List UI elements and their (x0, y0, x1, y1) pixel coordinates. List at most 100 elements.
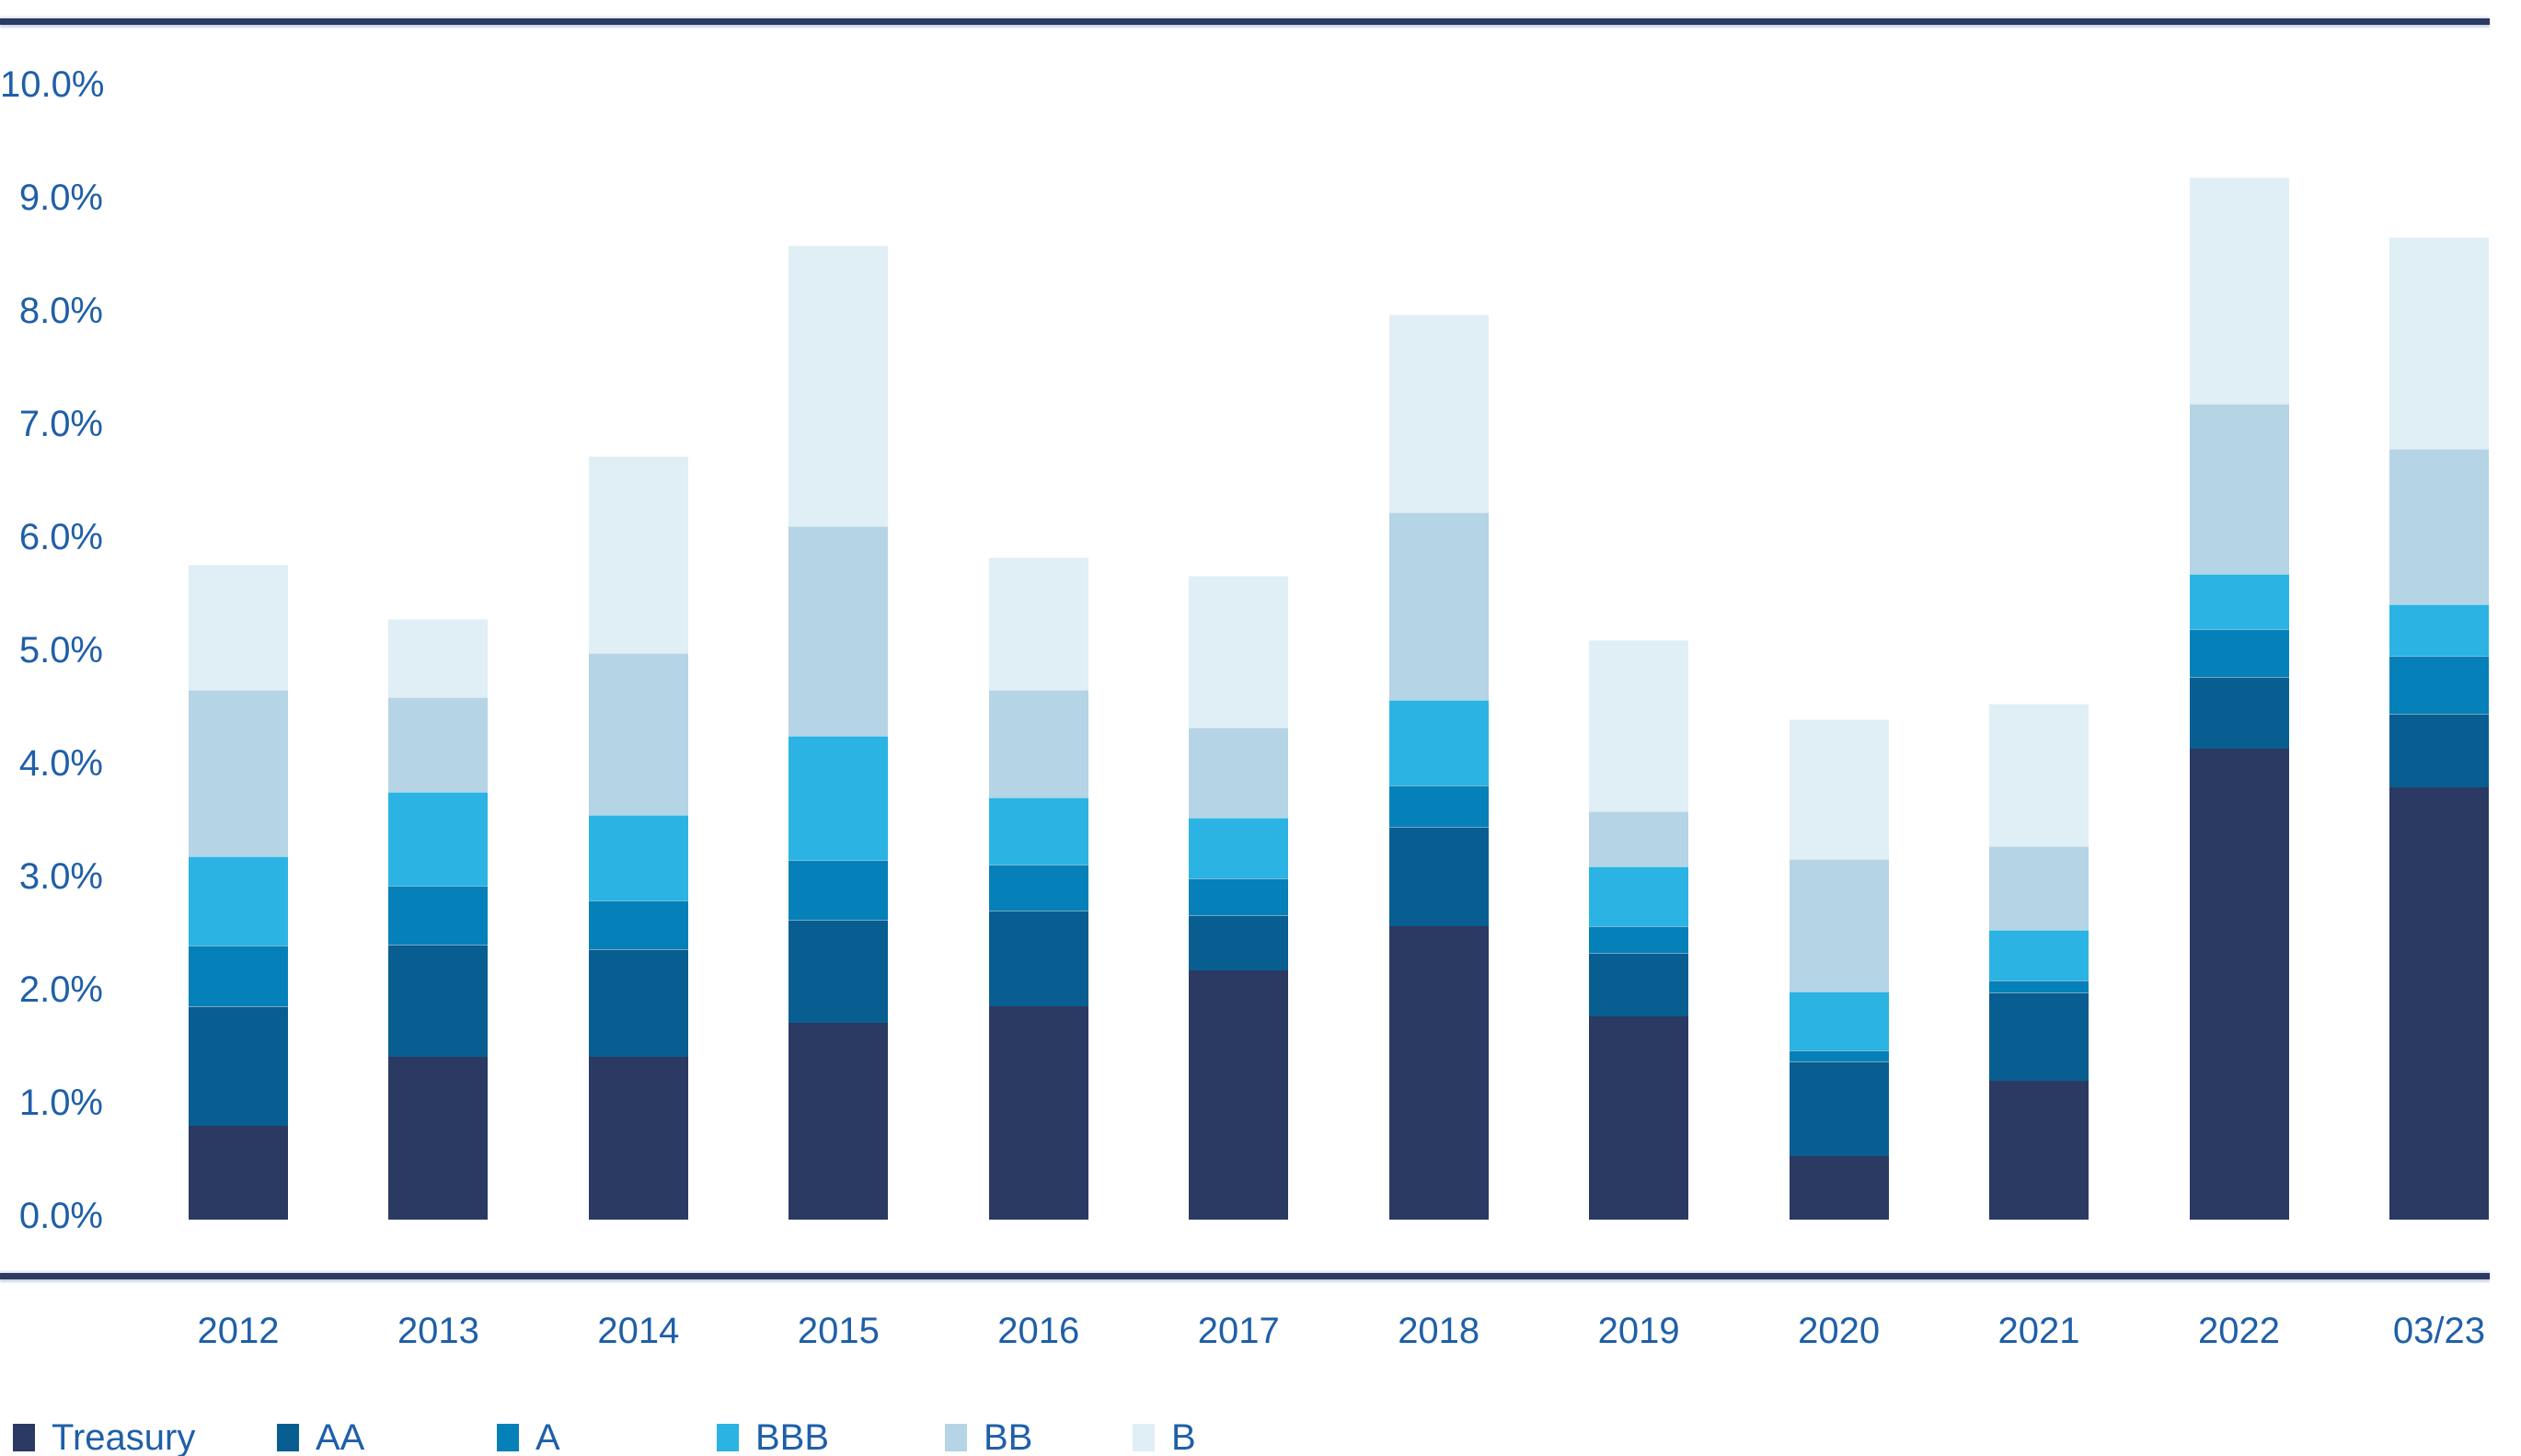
segment-aa-03/23 (2389, 714, 2489, 788)
segment-b-2012 (189, 564, 288, 691)
x-tick-label-2019: 2019 (1597, 1311, 1680, 1351)
segment-bbb-2020 (1789, 991, 1889, 1050)
x-axis-line (0, 1273, 2490, 1279)
legend-item-treasury: Treasury (13, 1417, 195, 1456)
segment-a-2016 (988, 864, 1088, 911)
segment-a-2020 (1789, 1049, 1889, 1061)
y-tick-label: 10.0% (0, 64, 105, 105)
segment-bb-2017 (1189, 727, 1289, 819)
legend-swatch-icon (1133, 1424, 1155, 1451)
x-tick-label-2018: 2018 (1398, 1311, 1480, 1351)
segment-b-2015 (789, 246, 889, 527)
bar-03/23 (2389, 237, 2489, 1220)
bar-2019 (1589, 640, 1689, 1220)
segment-treasury-2018 (1388, 926, 1489, 1220)
segment-bb-2019 (1589, 811, 1689, 867)
segment-bbb-2013 (388, 792, 489, 887)
x-tick-label-2017: 2017 (1197, 1311, 1280, 1351)
segment-a-2017 (1189, 877, 1289, 916)
segment-aa-2012 (189, 1005, 288, 1126)
y-tick-label: 3.0% (18, 856, 103, 897)
segment-a-2022 (2189, 628, 2289, 677)
x-tick-label-2014: 2014 (597, 1311, 680, 1351)
segment-bb-2015 (789, 526, 889, 736)
bar-2016 (988, 557, 1088, 1220)
legend-item-b: B (1133, 1417, 1196, 1456)
segment-bb-2014 (588, 652, 688, 815)
segment-bbb-2017 (1189, 818, 1289, 878)
legend-label: BB (984, 1417, 1033, 1456)
segment-aa-2019 (1589, 952, 1689, 1016)
bar-2012 (189, 564, 288, 1220)
y-tick-label: 1.0% (18, 1083, 103, 1123)
x-tick-label-2015: 2015 (797, 1311, 880, 1351)
y-tick-label: 2.0% (18, 969, 103, 1010)
legend-item-bb: BB (945, 1417, 1032, 1456)
segment-bb-2018 (1388, 512, 1489, 701)
segment-bbb-2019 (1589, 866, 1689, 927)
segment-a-2021 (1989, 980, 2089, 992)
segment-treasury-2013 (388, 1056, 489, 1220)
x-tick-label-2020: 2020 (1798, 1311, 1881, 1351)
segment-bbb-2015 (789, 735, 889, 860)
segment-bb-03/23 (2389, 449, 2489, 604)
segment-b-2017 (1189, 576, 1289, 728)
segment-bbb-2018 (1388, 700, 1489, 785)
segment-b-03/23 (2389, 237, 2489, 450)
segment-treasury-2012 (189, 1125, 288, 1220)
segment-b-2013 (388, 618, 489, 697)
segment-treasury-2021 (1989, 1080, 2089, 1220)
segment-aa-2016 (988, 911, 1088, 1006)
segment-a-2013 (388, 886, 489, 946)
segment-a-2015 (789, 859, 889, 921)
x-tick-label-2022: 2022 (2198, 1311, 2280, 1351)
segment-b-2018 (1388, 315, 1489, 513)
segment-bb-2020 (1789, 858, 1889, 992)
segment-a-2014 (588, 900, 688, 950)
segment-bbb-2022 (2189, 573, 2289, 629)
segment-bbb-2014 (588, 814, 688, 901)
segment-a-03/23 (2389, 656, 2489, 715)
bar-2014 (588, 455, 688, 1220)
segment-b-2019 (1589, 640, 1689, 811)
x-tick-label-03/23: 03/23 (2392, 1311, 2485, 1351)
segment-bbb-2016 (988, 797, 1088, 865)
bar-2015 (789, 246, 889, 1220)
y-tick-label: 6.0% (18, 517, 103, 557)
y-tick-label: 8.0% (18, 291, 103, 331)
segment-b-2014 (588, 455, 688, 653)
segment-aa-2014 (588, 949, 688, 1057)
segment-treasury-2022 (2189, 749, 2289, 1220)
legend-label: AA (316, 1417, 365, 1456)
legend-item-a: A (497, 1417, 560, 1456)
segment-aa-2022 (2189, 676, 2289, 750)
legend-label: B (1171, 1417, 1196, 1456)
legend-label: A (535, 1417, 560, 1456)
bar-2018 (1388, 315, 1489, 1220)
bar-2021 (1989, 704, 2089, 1220)
legend-label: Treasury (52, 1417, 196, 1456)
segment-a-2012 (189, 946, 288, 1006)
segment-b-2020 (1789, 719, 1889, 859)
y-tick-label: 0.0% (18, 1196, 103, 1236)
legend-swatch-icon (13, 1424, 35, 1451)
segment-aa-2017 (1189, 915, 1289, 971)
x-tick-label-2012: 2012 (197, 1311, 280, 1351)
segment-treasury-2020 (1789, 1156, 1889, 1220)
segment-treasury-2014 (588, 1056, 688, 1220)
legend-swatch-icon (717, 1424, 739, 1451)
segment-bbb-03/23 (2389, 603, 2489, 657)
segment-b-2022 (2189, 178, 2289, 405)
legend-swatch-icon (945, 1424, 967, 1451)
segment-treasury-2016 (988, 1005, 1088, 1220)
segment-treasury-03/23 (2389, 787, 2489, 1220)
segment-bbb-2021 (1989, 930, 2089, 981)
x-tick-label-2021: 2021 (1997, 1311, 2080, 1351)
legend-swatch-icon (277, 1424, 299, 1451)
segment-bb-2012 (189, 690, 288, 857)
segment-aa-2021 (1989, 992, 2089, 1081)
segment-treasury-2017 (1189, 970, 1289, 1220)
segment-bb-2016 (988, 690, 1088, 798)
segment-bb-2013 (388, 696, 489, 793)
